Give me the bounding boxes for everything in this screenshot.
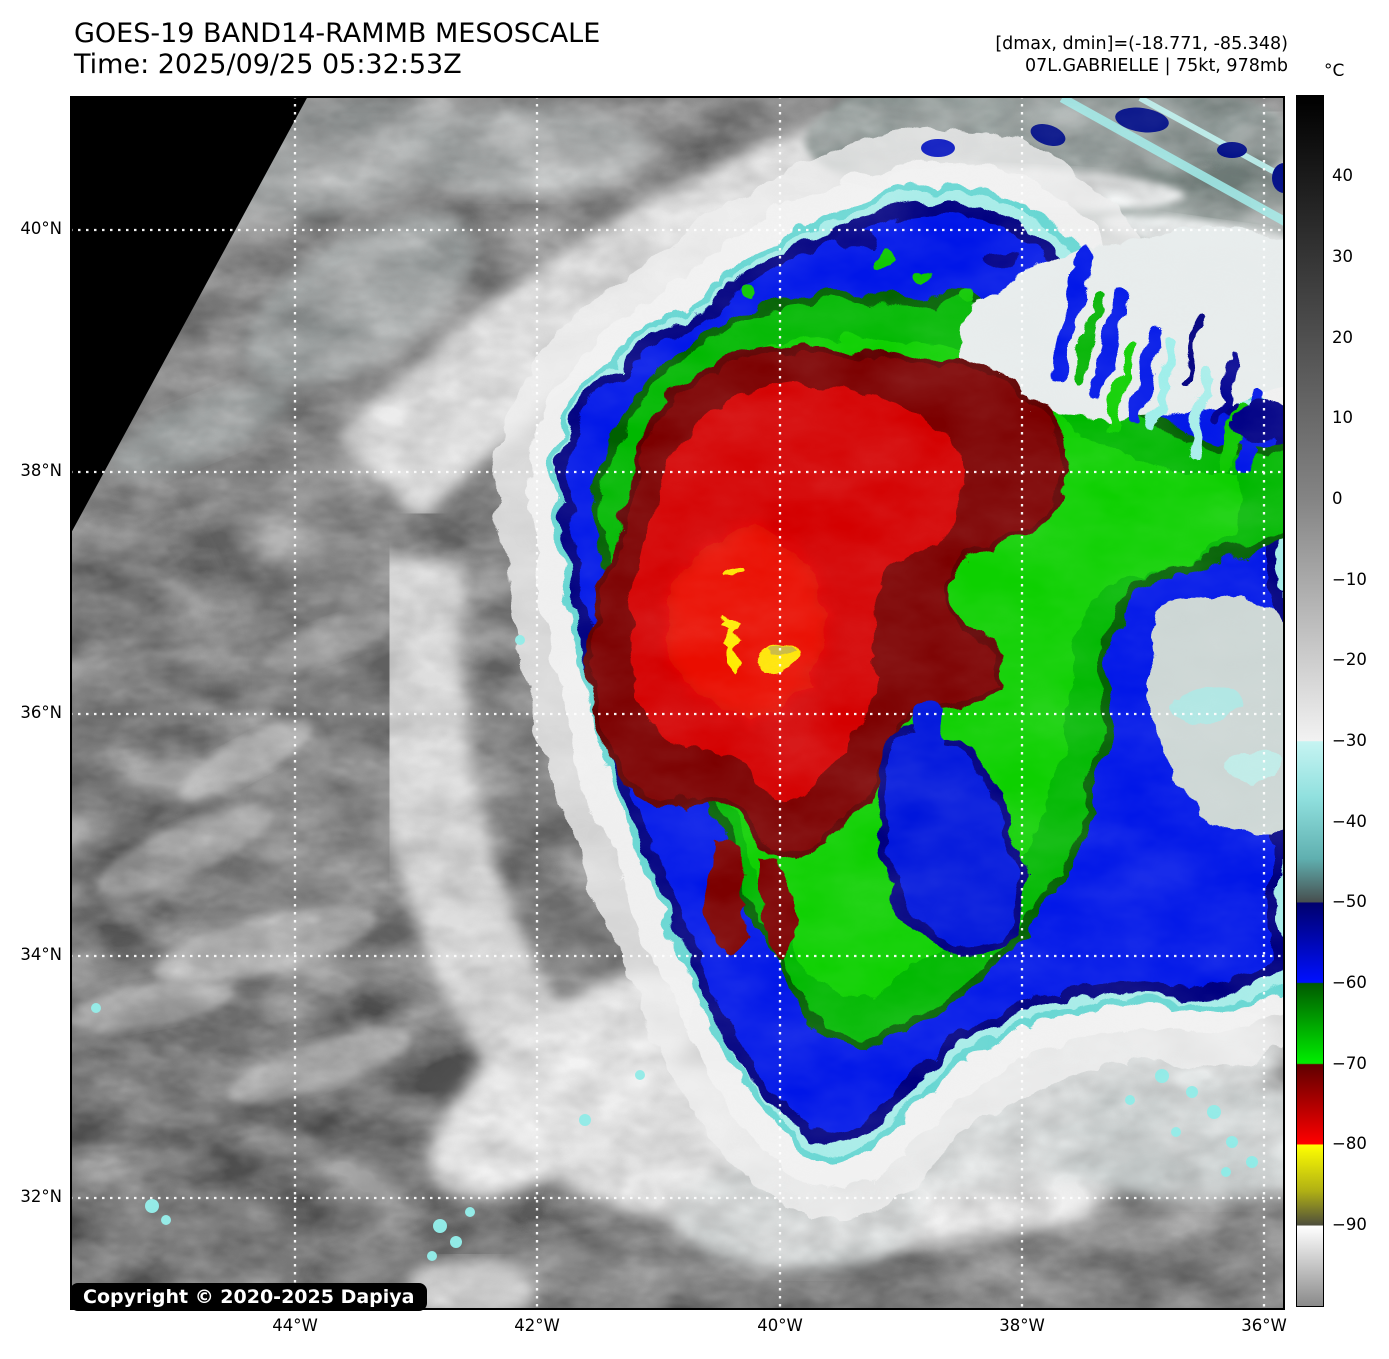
lat-label-32n: 32°N bbox=[20, 1187, 62, 1206]
lat-label-36n: 36°N bbox=[20, 703, 62, 722]
lon-label-42w: 42°W bbox=[514, 1316, 560, 1335]
colorbar-tick: 10 bbox=[1332, 408, 1353, 427]
storm-id-readout: 07L.GABRIELLE | 75kt, 978mb bbox=[1024, 56, 1288, 76]
copyright-badge: Copyright © 2020-2025 Dapiya bbox=[70, 1283, 428, 1311]
temperature-colorbar bbox=[1296, 95, 1324, 1307]
colorbar-tick: −70 bbox=[1332, 1054, 1367, 1073]
latlon-grid bbox=[70, 96, 1285, 1310]
colorbar-tick: −50 bbox=[1332, 892, 1367, 911]
lon-label-44w: 44°W bbox=[272, 1316, 318, 1335]
colorbar-tick: −30 bbox=[1332, 731, 1367, 750]
timestamp: Time: 2025/09/25 05:32:53Z bbox=[74, 49, 462, 80]
lat-label-38n: 38°N bbox=[20, 461, 62, 480]
lat-label-40n: 40°N bbox=[20, 219, 62, 238]
colorbar-tick: 20 bbox=[1332, 328, 1353, 347]
colorbar-tick: 40 bbox=[1332, 166, 1353, 185]
colorbar-tick: −80 bbox=[1332, 1134, 1367, 1153]
annotation-block: [dmax, dmin]=(-18.771, -85.348) 07L.GABR… bbox=[995, 33, 1288, 77]
colorbar-tick: −40 bbox=[1332, 812, 1367, 831]
colorbar-unit-label: °C bbox=[1324, 61, 1345, 81]
colorbar-tick: −90 bbox=[1332, 1215, 1367, 1234]
colorbar-tick: −20 bbox=[1332, 650, 1367, 669]
colorbar-tick: 30 bbox=[1332, 247, 1353, 266]
lon-label-38w: 38°W bbox=[999, 1316, 1045, 1335]
page-title: GOES-19 BAND14-RAMMB MESOSCALE bbox=[74, 18, 601, 49]
lon-label-40w: 40°W bbox=[757, 1316, 803, 1335]
colorbar-tick: −60 bbox=[1332, 973, 1367, 992]
colorbar-tick: −10 bbox=[1332, 570, 1367, 589]
no-data-wedge bbox=[70, 96, 308, 535]
colorbar-tick: 0 bbox=[1332, 489, 1343, 508]
dmax-dmin-readout: [dmax, dmin]=(-18.771, -85.348) bbox=[995, 34, 1288, 54]
title-block: GOES-19 BAND14-RAMMB MESOSCALE Time: 202… bbox=[74, 18, 600, 80]
lon-label-36w: 36°W bbox=[1241, 1316, 1287, 1335]
lat-label-34n: 34°N bbox=[20, 945, 62, 964]
